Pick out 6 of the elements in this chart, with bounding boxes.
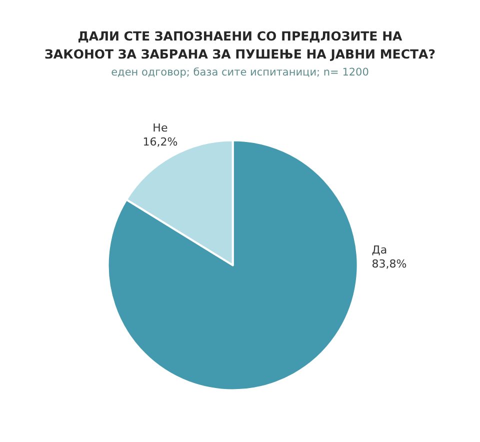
slice-label: Не [152, 122, 168, 135]
chart-title: ДАЛИ СТЕ ЗАПОЗНАЕНИ СО ПРЕДЛОЗИТЕ НА ЗАКОНОТ ЗА ЗАБРАНА ЗА ПУШЕЊЕ НА ЈАВНИ МЕСТА? [44, 28, 436, 62]
data-label: 16,2% [142, 136, 178, 149]
data-label: 83,8% [372, 258, 407, 271]
slice-label: Да [372, 244, 388, 257]
chart-subtitle: еден одговор; база сите испитаници; n= 1200 [111, 66, 369, 78]
